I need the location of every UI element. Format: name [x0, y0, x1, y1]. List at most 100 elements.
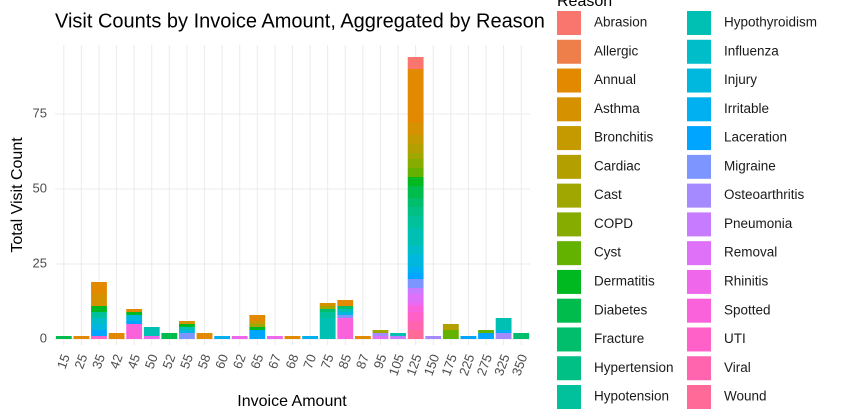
- x-tick-label: 75: [318, 352, 337, 371]
- bar-segment: [425, 336, 442, 339]
- bar-segment: [407, 186, 424, 198]
- legend-key: [687, 327, 711, 352]
- x-tick-label: 85: [335, 352, 354, 371]
- bar-segment: [407, 294, 424, 303]
- legend-key: [557, 327, 581, 352]
- bar-segment: [231, 336, 248, 339]
- legend-key: [687, 269, 711, 294]
- bar-segment: [179, 333, 195, 339]
- legend-key: [687, 126, 711, 151]
- x-tick-label: 52: [159, 352, 178, 371]
- bar-segment: [196, 333, 213, 339]
- legend-label: Viral: [724, 360, 751, 375]
- bar-segment: [407, 279, 424, 288]
- bar-segment: [372, 330, 389, 333]
- bar-segment: [91, 282, 107, 294]
- bar-segment: [372, 336, 389, 339]
- bar-segment: [337, 306, 354, 309]
- x-tick-label: 105: [386, 352, 408, 378]
- bar-segment: [143, 327, 160, 336]
- bar-segment: [319, 312, 336, 318]
- x-tick-label: 125: [403, 352, 425, 378]
- bar-segment: [407, 273, 424, 279]
- legend-key: [557, 154, 581, 179]
- bar-segment: [407, 57, 424, 69]
- x-tick-label: 175: [438, 352, 460, 378]
- bar-segment: [495, 318, 512, 330]
- legend-label: Fracture: [594, 331, 644, 346]
- legend-key: [687, 356, 711, 381]
- legend-label: Hypotension: [594, 389, 669, 404]
- legend-label: Irritable: [724, 101, 769, 116]
- legend-label: Hypothyroidism: [724, 15, 817, 30]
- bar-segment: [407, 69, 424, 123]
- bar-segment: [407, 228, 424, 246]
- bar-segment: [91, 336, 107, 339]
- bar-segment: [143, 336, 160, 339]
- bar-segment: [302, 336, 319, 339]
- legend-key: [687, 298, 711, 323]
- legend-key: [687, 39, 711, 64]
- legend-label: UTI: [724, 331, 746, 346]
- y-tick-label: 25: [33, 255, 47, 270]
- legend-key: [557, 298, 581, 323]
- chart-title: Visit Counts by Invoice Amount, Aggregat…: [55, 10, 545, 32]
- bar-segment: [407, 267, 424, 273]
- legend-label: Migraine: [724, 158, 776, 173]
- bar-segment: [319, 309, 336, 312]
- legend-key: [687, 241, 711, 266]
- legend-label: Dermatitis: [594, 273, 655, 288]
- bar-segment: [407, 288, 424, 294]
- bar-segment: [460, 336, 477, 339]
- legend-label: Influenza: [724, 43, 779, 58]
- legend-label: Asthma: [594, 101, 640, 116]
- bar-segment: [407, 159, 424, 168]
- bar-segment: [91, 330, 107, 336]
- bar-segment: [407, 306, 424, 312]
- bar-segment: [407, 153, 424, 159]
- legend-label: Annual: [594, 72, 636, 87]
- bar-segment: [284, 336, 301, 339]
- legend-key: [557, 183, 581, 208]
- bar-segment: [73, 336, 90, 339]
- x-tick-label: 325: [491, 352, 513, 378]
- bar-segment: [495, 333, 512, 339]
- legend-label: COPD: [594, 216, 633, 231]
- legend-label: Allergic: [594, 43, 639, 58]
- bar-segment: [266, 336, 283, 339]
- legend-key: [557, 11, 581, 35]
- legend-key: [557, 269, 581, 294]
- bar-segment: [319, 318, 336, 339]
- legend-key: [557, 385, 581, 410]
- bar-segment: [407, 330, 424, 339]
- legend-key: [687, 183, 711, 208]
- y-tick-label: 50: [33, 180, 47, 195]
- x-tick-label: 95: [370, 352, 389, 371]
- bar-segment: [407, 198, 424, 207]
- legend-key: [687, 68, 711, 93]
- x-tick-label: 60: [212, 352, 231, 371]
- legend-title: Reason: [557, 0, 612, 10]
- legend-key: [557, 356, 581, 381]
- x-tick-label: 35: [89, 352, 108, 371]
- bar-segment: [126, 315, 143, 321]
- legend-label: Cyst: [594, 245, 621, 260]
- bar-segment: [407, 144, 424, 153]
- bar-segment: [407, 246, 424, 255]
- legend-label: Cast: [594, 187, 622, 202]
- bar-segment: [372, 333, 389, 336]
- x-tick-label: 87: [353, 352, 372, 371]
- bar-segment: [319, 303, 336, 306]
- legend-label: Spotted: [724, 302, 771, 317]
- bar-segment: [337, 309, 354, 312]
- bar-segment: [407, 255, 424, 267]
- x-tick-label: 65: [247, 352, 266, 371]
- legend-label: Removal: [724, 245, 777, 260]
- x-tick-label: 25: [71, 352, 90, 371]
- legend-label: Osteoarthritis: [724, 187, 805, 202]
- bar-segment: [337, 300, 354, 306]
- x-tick-label: 15: [54, 352, 73, 371]
- legend-key: [557, 39, 581, 64]
- bar-segment: [478, 333, 494, 339]
- bar-segment: [407, 168, 424, 177]
